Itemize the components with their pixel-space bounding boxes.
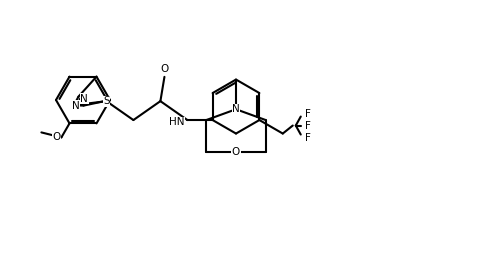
Text: S: S (103, 96, 109, 106)
Text: F: F (305, 133, 311, 143)
Text: N: N (72, 101, 80, 111)
Text: F: F (305, 121, 311, 130)
Text: O: O (161, 64, 168, 74)
Text: F: F (305, 109, 311, 119)
Text: O: O (52, 132, 60, 142)
Text: O: O (232, 147, 240, 157)
Text: H: H (82, 93, 89, 102)
Text: HN: HN (169, 117, 185, 127)
Text: N: N (232, 104, 240, 114)
Text: N: N (81, 94, 88, 104)
